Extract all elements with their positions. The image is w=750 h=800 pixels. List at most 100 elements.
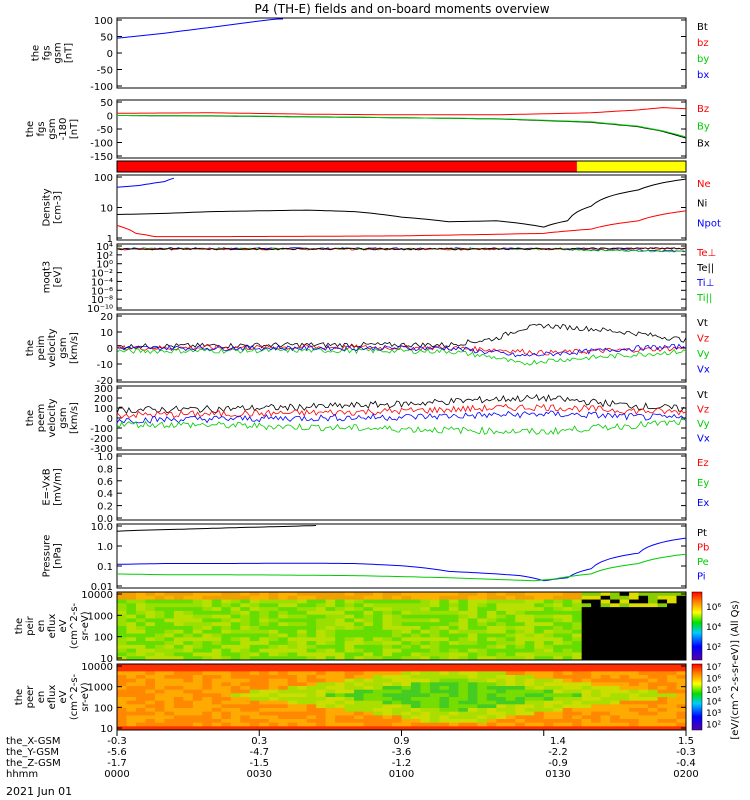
spectrogram-cell <box>354 618 365 623</box>
spectrogram-cell <box>429 648 440 653</box>
spectrogram-cell <box>278 637 289 642</box>
spectrogram-cell <box>126 664 137 669</box>
spectrogram-cell <box>429 722 440 727</box>
spectrogram-cell <box>164 629 175 635</box>
spectrogram-cell <box>268 664 279 669</box>
spectrogram-cell <box>135 700 146 705</box>
spectrogram-cell <box>543 726 554 731</box>
spectrogram-cell <box>467 675 478 680</box>
spectrogram-cell <box>439 622 450 627</box>
y-axis-label: peem <box>36 404 47 432</box>
spectrogram-cell <box>610 675 621 680</box>
spectrogram-cell <box>249 722 260 727</box>
spectrogram-cell <box>173 686 184 691</box>
spectrogram-cell <box>135 648 146 653</box>
spectrogram-cell <box>667 667 678 672</box>
spectrogram-cell <box>173 592 184 597</box>
spectrogram-cell <box>373 637 384 642</box>
spectrogram-cell <box>420 618 431 623</box>
spectrogram-cell <box>126 697 137 702</box>
spectrogram-cell <box>221 595 232 601</box>
spectrogram-cell <box>505 722 516 727</box>
spectrogram-cell <box>439 629 450 635</box>
spectrogram-cell <box>354 682 365 687</box>
spectrogram-cell <box>211 689 222 694</box>
spectrogram-cell <box>562 610 573 616</box>
spectrogram-cell <box>667 675 678 680</box>
spectrogram-cell <box>448 595 459 601</box>
spectrogram-cell <box>135 726 146 731</box>
spectrogram-cell <box>287 618 298 623</box>
spectrogram-cell <box>240 671 251 676</box>
spectrogram-cell <box>619 693 630 698</box>
spectrogram-cell <box>600 618 611 623</box>
legend-pb: Pb <box>697 543 709 554</box>
spectrogram-cell <box>572 607 583 612</box>
spectrogram-cell <box>534 671 545 676</box>
spectrogram-cell <box>316 671 327 676</box>
spectrogram-cell <box>306 697 317 702</box>
spectrogram-cell <box>581 607 592 612</box>
y-axis-label: (cm^2-s- <box>69 673 80 720</box>
spectrogram-cell <box>648 633 659 638</box>
spectrogram-cell <box>126 704 137 709</box>
spectrogram-cell <box>524 603 535 608</box>
spectrogram-cell <box>610 607 621 612</box>
spectrogram-cell <box>667 719 678 724</box>
spectrogram-cell <box>676 686 687 691</box>
spectrogram-cell <box>458 626 469 631</box>
spectrogram-cell <box>477 667 488 672</box>
spectrogram-cell <box>373 610 384 616</box>
spectrogram-cell <box>230 592 241 597</box>
spectrogram-cell <box>553 675 564 680</box>
legend-vx: Vx <box>697 434 710 445</box>
y-tick-label: 0.2 <box>97 502 113 513</box>
spectrogram-cell <box>316 622 327 627</box>
spectrogram-cell <box>420 626 431 631</box>
spectrogram-cell <box>534 629 545 635</box>
spectrogram-cell <box>420 610 431 616</box>
spectrogram-cell <box>306 722 317 727</box>
spectrogram-cell <box>249 667 260 672</box>
spectrogram-cell <box>230 641 241 646</box>
spectrogram-cell <box>648 622 659 627</box>
spectrogram-cell <box>458 715 469 720</box>
spectrogram-cell <box>448 697 459 702</box>
spectrogram-cell <box>458 629 469 635</box>
spectrogram-cell <box>505 664 516 669</box>
spectrogram-cell <box>572 667 583 672</box>
spectrogram-cell <box>316 678 327 683</box>
spectrogram-cell <box>505 682 516 687</box>
spectrogram-cell <box>259 697 270 702</box>
spectrogram-cell <box>306 693 317 698</box>
spectrogram-cell <box>164 726 175 731</box>
spectrogram-cell <box>126 700 137 705</box>
spectrogram-cell <box>354 622 365 627</box>
spectrogram-cell <box>392 626 402 631</box>
spectrogram-cell <box>676 693 687 698</box>
spectrogram-cell <box>135 667 146 672</box>
time-axis-row-label: the_Z-GSM <box>6 758 61 769</box>
spectrogram-cell <box>401 700 412 705</box>
spectrogram-cell <box>306 682 317 687</box>
spectrogram-cell <box>278 722 289 727</box>
spectrogram-cell <box>467 599 478 604</box>
spectrogram-cell <box>676 648 687 653</box>
spectrogram-cell <box>581 599 592 604</box>
spectrogram-cell <box>268 629 279 635</box>
spectrogram-cell <box>429 719 440 724</box>
spectrogram-cell <box>316 599 327 604</box>
spectrogram-cell <box>382 704 393 709</box>
spectrogram-cell <box>553 607 564 612</box>
spectrogram-cell <box>164 607 175 612</box>
legend-by: by <box>697 54 709 65</box>
spectrogram-cell <box>676 607 687 612</box>
y-tick-label: 10 <box>100 654 113 665</box>
spectrogram-cell <box>420 678 431 683</box>
spectrogram-cell <box>316 711 327 716</box>
y-tick-label: 100 <box>94 16 113 27</box>
spectrogram-cell <box>335 726 346 731</box>
spectrogram-cell <box>268 618 279 623</box>
spectrogram-cell <box>429 656 440 661</box>
spectrogram-cell <box>145 667 156 672</box>
